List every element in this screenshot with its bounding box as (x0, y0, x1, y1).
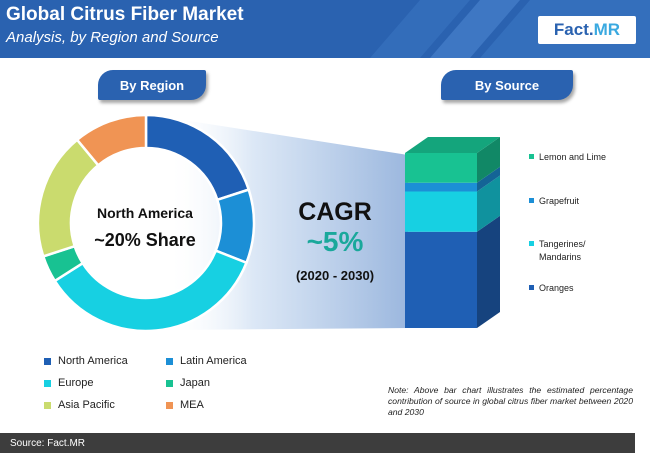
legend-swatch (44, 357, 51, 365)
legend-label: Asia Pacific (58, 399, 115, 411)
bar-segment-grapefruit (405, 182, 477, 192)
donut-center-region: North America (97, 205, 193, 221)
source-legend-item-tangerines-mandarins: Tangerines/ Mandarins (529, 238, 629, 264)
legend-label: Grapefruit (539, 196, 580, 206)
cagr-period: (2020 - 2030) (295, 268, 375, 283)
page-title: Global Citrus Fiber Market (6, 4, 244, 25)
by-region-button[interactable]: By Region (98, 70, 206, 100)
legend-swatch (166, 379, 173, 387)
legend-swatch (166, 401, 173, 409)
bar-segment-tangerines-mandarins (405, 191, 477, 232)
legend-swatch (44, 379, 51, 387)
cagr-value: ~5% (306, 226, 364, 257)
bar-side-grapefruit (477, 166, 500, 192)
cagr-label: CAGR (298, 198, 372, 226)
chart-canvas (36, 113, 500, 333)
legend-item-asia-pacific: Asia Pacific (44, 399, 115, 411)
legend-swatch (529, 154, 534, 159)
legend-label: North America (58, 355, 128, 367)
legend-item-north-america: North America (44, 355, 128, 367)
legend-label: Japan (180, 377, 210, 389)
bar-side-lemon-and-lime (477, 137, 500, 183)
legend-item-mea: MEA (166, 399, 204, 411)
bar-segment-lemon-and-lime (405, 153, 477, 183)
source-legend-item-grapefruit: Grapefruit (529, 195, 629, 208)
legend-label: Lemon and Lime (539, 152, 607, 162)
legend-item-europe: Europe (44, 377, 93, 389)
bar-segment-oranges (405, 231, 477, 328)
legend-label: Tangerines/ Mandarins (539, 239, 586, 262)
donut-center-share: ~20% Share (94, 230, 196, 250)
source-legend-item-lemon-and-lime: Lemon and Lime (529, 151, 629, 164)
legend-label: Europe (58, 377, 94, 389)
logo-text-mr: MR (593, 20, 621, 39)
page-subtitle: Analysis, by Region and Source (6, 29, 219, 46)
legend-swatch (529, 241, 534, 246)
footer-source: Source: Fact.MR (0, 433, 635, 453)
legend-swatch (529, 198, 534, 203)
legend-item-japan: Japan (166, 377, 210, 389)
region-donut-chart (36, 113, 256, 333)
legend-swatch (166, 357, 173, 365)
donut-slice-europe (53, 248, 249, 333)
legend-label: MEA (180, 399, 204, 411)
factmr-logo: Fact. MR (538, 16, 636, 44)
logo-text-fact: Fact. (553, 20, 594, 39)
chart-note: Note: Above bar chart illustrates the es… (388, 385, 633, 417)
bar-side-tangerines-mandarins (477, 175, 500, 232)
legend-swatch (44, 401, 51, 409)
bar-top-face (405, 137, 500, 153)
legend-label: Latin America (180, 355, 247, 367)
by-source-button[interactable]: By Source (441, 70, 573, 100)
donut-slice-mea (75, 113, 148, 167)
legend-label: Oranges (539, 283, 574, 293)
source-legend-item-oranges: Oranges (529, 282, 629, 295)
bar-side-oranges (477, 215, 500, 328)
legend-swatch (529, 285, 534, 290)
source-stacked-bar (405, 137, 500, 328)
header-banner: Global Citrus Fiber Market Analysis, by … (0, 0, 650, 58)
legend-item-latin-america: Latin America (166, 355, 247, 367)
